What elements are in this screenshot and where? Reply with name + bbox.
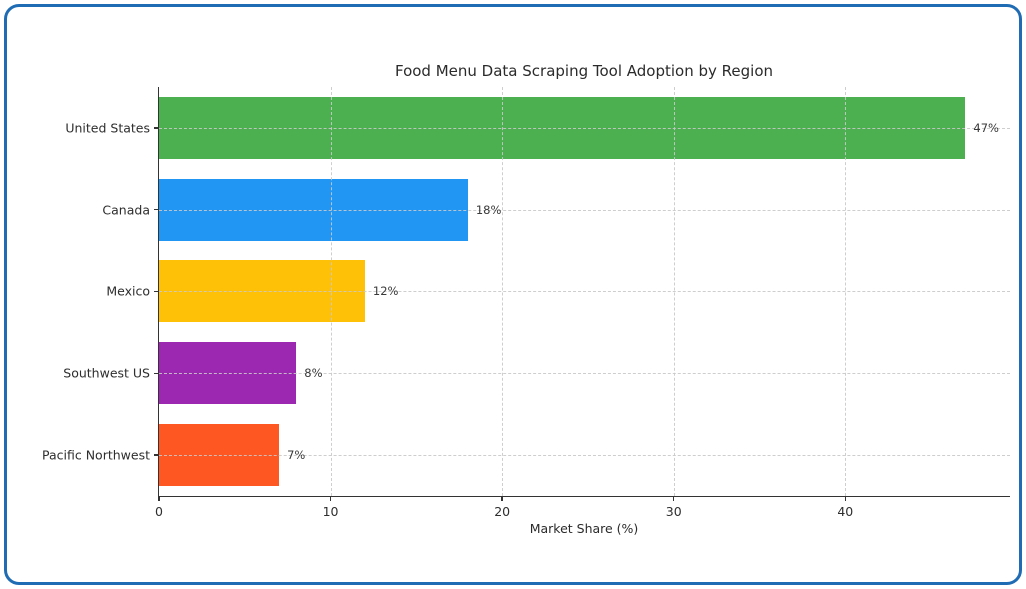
x-tick-mark [329, 496, 332, 501]
horizontal-gridline [159, 455, 1010, 457]
y-tick-mark [154, 127, 159, 129]
x-tick-label: 20 [494, 504, 511, 519]
category-label: Canada [102, 202, 150, 218]
plot-area: United States 47% Canada 18% Mexico 12% Southw… [42, 87, 1010, 519]
x-tick-mark [672, 496, 675, 501]
x-axis-label: Market Share (%) [529, 521, 639, 536]
bar-rows: United States 47% Canada 18% Mexico 12% Southw… [42, 87, 1010, 496]
bar-row: Mexico 12% [106, 251, 1010, 333]
horizontal-gridline [159, 373, 1010, 375]
bar-row: Southwest US 8% [63, 332, 1010, 414]
value-label: 18% [475, 202, 502, 217]
y-tick-mark [154, 208, 159, 211]
bar-row: Canada 18% [102, 169, 1010, 251]
y-tick-mark [154, 290, 159, 293]
horizontal-gridline [159, 127, 1010, 129]
bar-row: United States 47% [65, 87, 1010, 169]
y-tick-mark [154, 454, 159, 456]
category-label: Mexico [106, 283, 150, 299]
value-label: 12% [372, 284, 399, 299]
x-tick-label: 10 [322, 504, 339, 519]
value-label: 7% [287, 448, 306, 463]
chart-title: Food Menu Data Scraping Tool Adoption by… [394, 62, 774, 80]
x-tick-mark [158, 496, 160, 501]
category-label: Pacific Northwest [42, 447, 150, 463]
horizontal-gridline [159, 209, 1010, 211]
horizontal-gridline [159, 291, 1010, 293]
x-tick-label: 40 [837, 504, 854, 519]
category-label: United States [65, 120, 150, 136]
category-label: Southwest US [63, 365, 150, 381]
x-tick-label: 30 [665, 504, 682, 519]
bar-row: Pacific Northwest 7% [42, 414, 1010, 496]
x-tick-label: 0 [155, 504, 163, 519]
value-label: 8% [304, 366, 323, 381]
value-label: 47% [973, 120, 999, 135]
y-tick-mark [154, 372, 159, 375]
chart-frame: Food Menu Data Scraping Tool Adoption by… [4, 4, 1022, 585]
x-tick-mark [844, 496, 847, 501]
x-tick-mark [501, 496, 503, 501]
